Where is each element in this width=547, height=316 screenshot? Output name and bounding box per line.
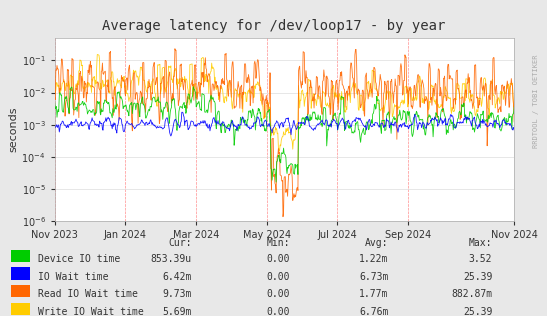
Text: 9.73m: 9.73m [162, 289, 191, 300]
Bar [11, 303, 30, 315]
Text: 0.00: 0.00 [266, 254, 290, 264]
Text: 0.00: 0.00 [266, 307, 290, 316]
Text: Device IO time: Device IO time [38, 254, 120, 264]
Text: RRDTOOL / TOBI OETIKER: RRDTOOL / TOBI OETIKER [533, 54, 539, 148]
Text: Avg:: Avg: [365, 238, 388, 248]
Text: 6.73m: 6.73m [359, 272, 388, 282]
Bar [11, 285, 30, 297]
Text: Cur:: Cur: [168, 238, 191, 248]
Text: Max:: Max: [469, 238, 492, 248]
Text: 3.52: 3.52 [469, 254, 492, 264]
Text: 882.87m: 882.87m [451, 289, 492, 300]
Text: Average latency for /dev/loop17 - by year: Average latency for /dev/loop17 - by yea… [102, 19, 445, 33]
Text: Read IO Wait time: Read IO Wait time [38, 289, 138, 300]
Text: 6.42m: 6.42m [162, 272, 191, 282]
Text: 5.69m: 5.69m [162, 307, 191, 316]
Text: Write IO Wait time: Write IO Wait time [38, 307, 144, 316]
Text: 1.22m: 1.22m [359, 254, 388, 264]
Bar [11, 267, 30, 280]
Text: 0.00: 0.00 [266, 289, 290, 300]
Text: 25.39: 25.39 [463, 272, 492, 282]
Text: 25.39: 25.39 [463, 307, 492, 316]
Bar [11, 250, 30, 262]
Text: Min:: Min: [266, 238, 290, 248]
Text: 1.77m: 1.77m [359, 289, 388, 300]
Text: 853.39u: 853.39u [150, 254, 191, 264]
Text: 0.00: 0.00 [266, 272, 290, 282]
Text: IO Wait time: IO Wait time [38, 272, 109, 282]
Text: 6.76m: 6.76m [359, 307, 388, 316]
Y-axis label: seconds: seconds [9, 107, 19, 152]
